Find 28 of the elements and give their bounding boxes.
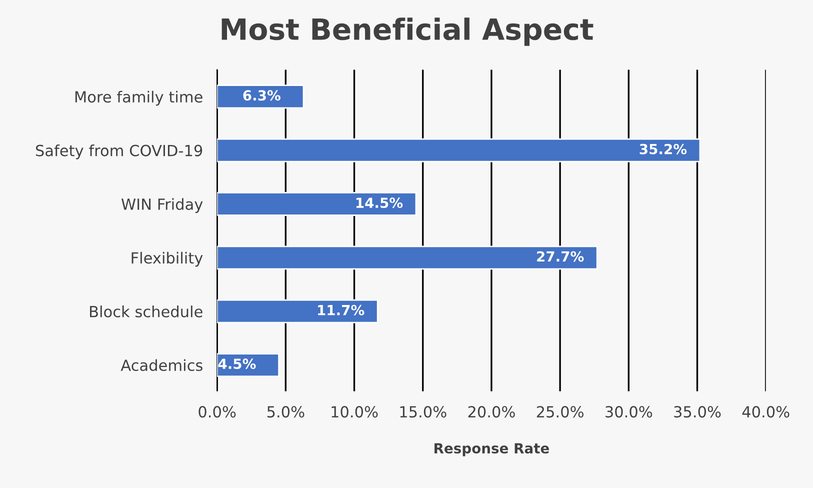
x-tick-label: 15.0%: [400, 406, 446, 418]
data-label: 14.5%: [356, 198, 403, 208]
bar: [217, 299, 378, 324]
data-label: 11.7%: [318, 304, 364, 316]
bar: [217, 192, 417, 216]
bar: [217, 246, 598, 270]
y-tick-label: Academics: [120, 359, 202, 372]
y-tick-label: More family time: [75, 90, 202, 106]
x-tick-label: 35.0%: [674, 406, 721, 418]
x-tick-label: 25.0%: [536, 406, 584, 418]
chart-title: Most Beneficial Aspect: [222, 18, 594, 46]
data-label: 4.5%: [218, 358, 256, 370]
x-tick-label: 5.0%: [267, 406, 304, 418]
x-tick-label: 10.0%: [332, 406, 378, 418]
bar: [217, 84, 304, 109]
y-tick-label: Safety from COVID-19: [36, 144, 202, 160]
y-tick-label: WIN Friday: [121, 198, 203, 213]
data-label: 6.3%: [243, 90, 280, 101]
x-tick-label: 0.0%: [198, 406, 236, 418]
data-label: 27.7%: [537, 251, 584, 262]
y-tick-label: Block schedule: [90, 306, 202, 318]
x-tick-label: 40.0%: [742, 406, 790, 418]
bar: [217, 138, 701, 162]
data-label: 35.2%: [640, 144, 687, 154]
y-tick-label: Flexibility: [132, 252, 203, 267]
x-tick-label: 20.0%: [468, 406, 515, 418]
x-tick-label: 30.0%: [606, 406, 652, 418]
x-axis-title: Response Rate: [434, 443, 549, 456]
